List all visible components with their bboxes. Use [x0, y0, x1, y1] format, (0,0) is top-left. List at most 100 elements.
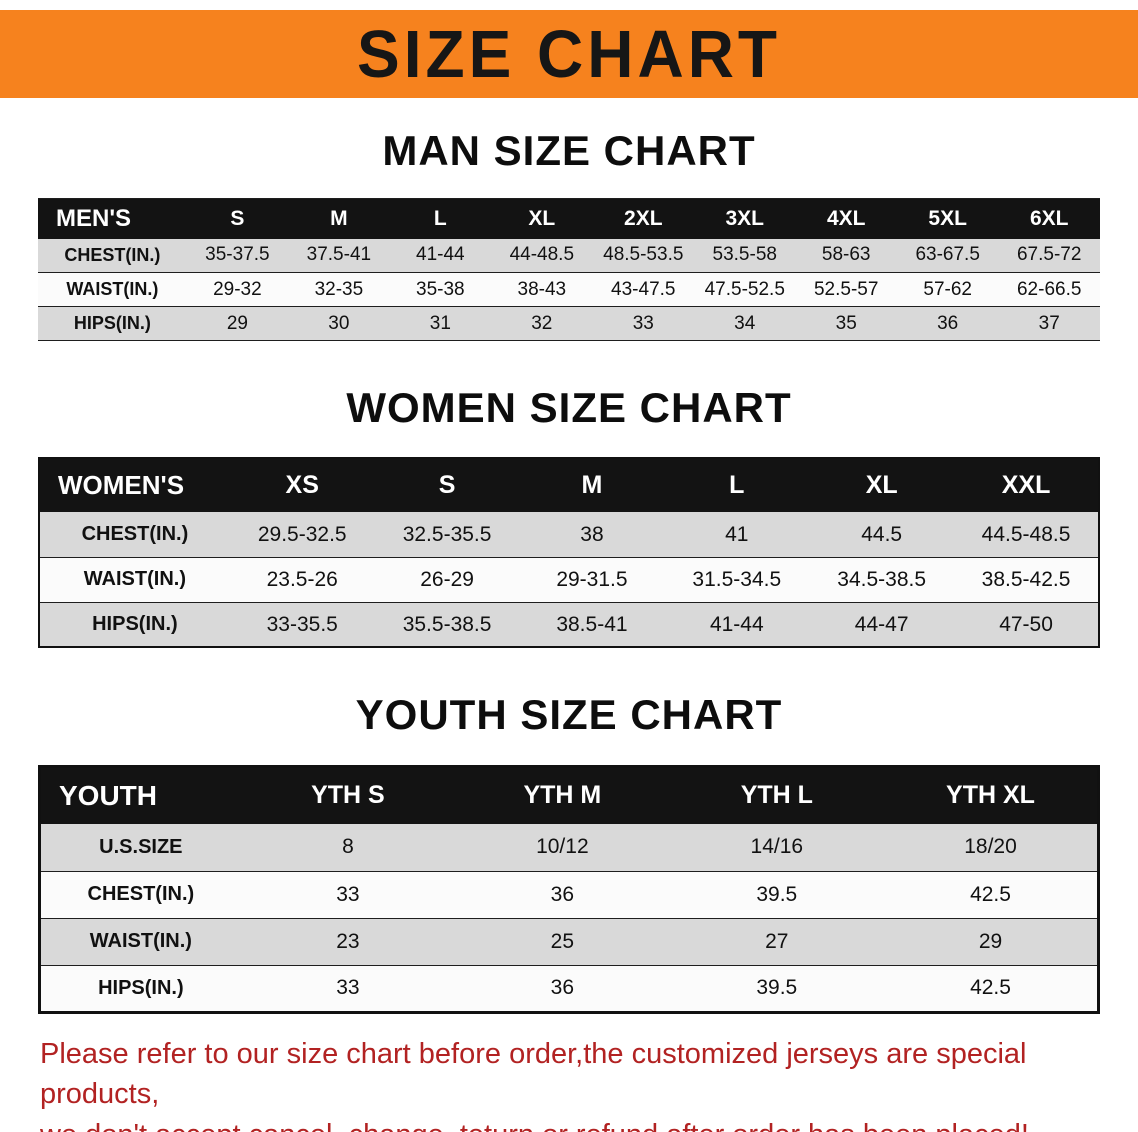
size-value-cell: 36	[937, 312, 959, 334]
size-value-cell: 39.5	[756, 976, 798, 1000]
size-value-cell: 30	[328, 312, 350, 334]
size-value-cell: 41-44	[416, 244, 465, 266]
size-column-header: YTH S	[240, 766, 456, 825]
size-column-header: 5XL	[896, 198, 999, 239]
table-row: WAIST(IN.) 29-32 32-35 35-38 38-43 43-47.5 47.…	[38, 272, 1100, 307]
size-column-header: L	[664, 458, 810, 513]
banner: SIZE CHART	[0, 10, 1138, 98]
table-header-row: YOUTH YTH S YTH M YTH L YTH XL	[39, 766, 1099, 825]
size-value-cell: 18/20	[964, 835, 1017, 859]
size-value-cell: 34	[734, 312, 756, 334]
size-value-cell: 41	[725, 522, 749, 546]
size-value-cell: 37	[1038, 312, 1060, 334]
size-column-header: M	[519, 458, 665, 513]
table-header-row: MEN'S S M L XL 2XL 3XL 4XL 5XL 6XL	[38, 198, 1100, 239]
size-value-cell: 25	[550, 929, 575, 953]
row-label: CHEST(IN.)	[87, 883, 195, 906]
row-label: CHEST(IN.)	[64, 244, 161, 265]
table-title-cell: YOUTH	[39, 766, 241, 825]
size-value-cell: 10/12	[536, 835, 589, 859]
table-row: WAIST(IN.) 23 25 27 29	[39, 918, 1099, 966]
size-value-cell: 35	[835, 312, 857, 334]
table-title-cell: WOMEN'S	[39, 458, 230, 513]
size-value-cell: 35.5-38.5	[402, 612, 492, 636]
row-label: CHEST(IN.)	[81, 523, 189, 546]
size-column-header: M	[288, 198, 390, 239]
size-value-cell: 32.5-35.5	[402, 522, 492, 546]
row-label: WAIST(IN.)	[89, 930, 192, 953]
size-value-cell: 41-44	[709, 612, 764, 636]
size-value-cell: 35-38	[416, 278, 465, 300]
youth-section-heading: YOUTH SIZE CHART	[355, 691, 783, 739]
size-value-cell: 42.5	[970, 976, 1011, 1000]
size-value-cell: 44.5-48.5	[981, 522, 1071, 546]
size-value-cell: 33	[336, 976, 360, 1000]
size-value-cell: 38.5-41	[556, 612, 628, 636]
size-value-cell: 31.5-34.5	[692, 567, 782, 591]
size-column-header: S	[186, 198, 289, 239]
size-column-header: 4XL	[795, 198, 897, 239]
row-label: HIPS(IN.)	[92, 613, 178, 636]
size-value-cell: 38-43	[517, 278, 567, 300]
men-size-table: MEN'S S M L XL 2XL 3XL 4XL 5XL 6XL CHEST(IN.) 35-37…	[38, 198, 1100, 341]
size-value-cell: 31	[429, 312, 451, 334]
size-value-cell: 29	[226, 312, 248, 334]
row-label: HIPS(IN.)	[73, 313, 151, 334]
size-value-cell: 32	[531, 312, 553, 334]
size-value-cell: 42.5	[970, 882, 1011, 906]
size-value-cell: 47-50	[999, 612, 1053, 636]
size-column-header: 2XL	[592, 198, 695, 239]
men-section-heading: MAN SIZE CHART	[382, 127, 756, 174]
row-label: HIPS(IN.)	[98, 976, 184, 999]
size-column-header: 6XL	[998, 198, 1100, 239]
table-row: HIPS(IN.) 33 36 39.5 42.5	[39, 965, 1099, 1013]
size-value-cell: 33-35.5	[266, 612, 338, 636]
size-value-cell: 23.5-26	[266, 567, 338, 591]
table-row: U.S.SIZE 8 10/12 14/16 18/20	[39, 824, 1099, 872]
size-value-cell: 67.5-72	[1016, 244, 1082, 266]
table-row: CHEST(IN.) 29.5-32.5 32.5-35.5 38 41 44.5 44.5…	[39, 512, 1099, 558]
size-value-cell: 58-63	[821, 244, 871, 266]
size-value-cell: 36	[550, 882, 575, 906]
size-value-cell: 34.5-38.5	[837, 567, 927, 591]
size-value-cell: 38.5-42.5	[981, 567, 1071, 591]
size-column-header: YTH XL	[884, 766, 1099, 825]
size-value-cell: 39.5	[756, 882, 798, 906]
size-value-cell: 35-37.5	[205, 244, 270, 266]
table-header-row: WOMEN'S XS S M L XL XXL	[39, 458, 1099, 513]
size-value-cell: 8	[342, 835, 354, 859]
size-value-cell: 44.5	[861, 522, 903, 546]
size-column-header: XL	[809, 458, 955, 513]
size-value-cell: 14/16	[750, 835, 804, 859]
table-row: CHEST(IN.) 35-37.5 37.5-41 41-44 44-48.5 48.5…	[38, 238, 1100, 273]
size-value-cell: 44-48.5	[509, 244, 575, 266]
size-column-header: YTH M	[455, 766, 670, 825]
row-label: WAIST(IN.)	[66, 279, 159, 300]
disclaimer: Please refer to our size chart before or…	[0, 1034, 1138, 1132]
size-value-cell: 23	[336, 929, 360, 953]
youth-size-section: YOUTH SIZE CHART YOUTH YTH S YTH M YTH L YTH…	[0, 691, 1138, 1014]
size-value-cell: 33	[632, 312, 654, 334]
size-value-cell: 44-47	[854, 612, 909, 636]
table-row: HIPS(IN.) 29 30 31 32 33 34 35 36 37	[38, 306, 1100, 341]
size-value-cell: 26-29	[420, 567, 474, 591]
disclaimer-line-2: we don't accept cancel, change, teturn o…	[40, 1115, 1098, 1132]
size-value-cell: 29.5-32.5	[257, 522, 347, 546]
size-column-header: L	[389, 198, 492, 239]
size-value-cell: 29-32	[213, 278, 262, 300]
size-column-header: XL	[491, 198, 593, 239]
size-value-cell: 53.5-58	[712, 244, 777, 266]
size-value-cell: 36	[550, 976, 575, 1000]
size-column-header: S	[374, 458, 520, 513]
table-title-cell: MEN'S	[38, 198, 187, 239]
women-section-heading: WOMEN SIZE CHART	[346, 384, 792, 432]
size-value-cell: 48.5-53.5	[603, 244, 684, 266]
table-row: HIPS(IN.) 33-35.5 35.5-38.5 38.5-41 41-44 44-…	[39, 602, 1099, 648]
size-value-cell: 52.5-57	[813, 278, 879, 300]
size-value-cell: 47.5-52.5	[704, 278, 785, 300]
size-value-cell: 57-62	[923, 278, 972, 300]
table-row: CHEST(IN.) 33 36 39.5 42.5	[39, 871, 1099, 919]
size-value-cell: 29-31.5	[556, 567, 628, 591]
size-value-cell: 33	[336, 882, 360, 906]
